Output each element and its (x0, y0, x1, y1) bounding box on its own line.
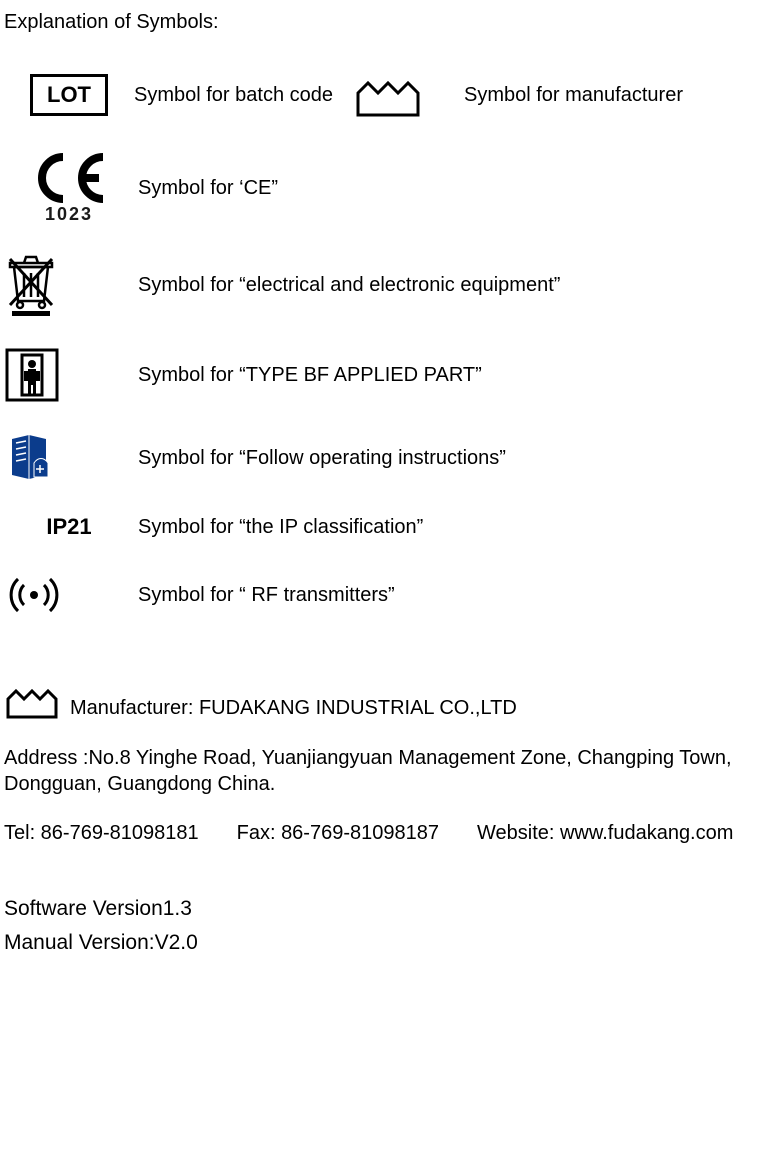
lot-box: LOT (30, 74, 108, 116)
weee-desc: Symbol for “electrical and electronic eq… (134, 273, 775, 298)
manufacturer-symbol-desc: Symbol for manufacturer (464, 83, 683, 108)
row-rf: Symbol for “ RF transmitters” (4, 571, 775, 619)
row-lot-mfg: LOT Symbol for batch code Symbol for man… (4, 71, 775, 119)
bf-icon (4, 347, 134, 403)
versions: Software Version1.3 Manual Version:V2.0 (4, 896, 775, 957)
follow-desc: Symbol for “Follow operating instruction… (134, 446, 775, 471)
tel: Tel: 86-769-81098181 (4, 821, 199, 846)
address-line1: Address :No.8 Yinghe Road, Yuanjiangyuan… (4, 745, 775, 771)
ce-number: 1023 (45, 205, 93, 223)
ip-label: IP21 (46, 514, 91, 539)
row-weee: Symbol for “electrical and electronic eq… (4, 253, 775, 317)
website: Website: www.fudakang.com (477, 821, 733, 846)
manufacturer-block: Manufacturer: FUDAKANG INDUSTRIAL CO.,LT… (4, 679, 775, 957)
lot-desc: Symbol for batch code (134, 83, 354, 108)
follow-icon (4, 433, 134, 483)
address: Address :No.8 Yinghe Road, Yuanjiangyuan… (4, 745, 775, 797)
rf-icon (4, 571, 134, 619)
ip-icon: IP21 (4, 513, 134, 541)
manufacturer-icon (354, 71, 464, 119)
lot-icon: LOT (4, 74, 134, 116)
manufacturer-label: Manufacturer: FUDAKANG INDUSTRIAL CO.,LT… (70, 696, 517, 721)
weee-icon (4, 253, 134, 317)
row-bf: Symbol for “TYPE BF APPLIED PART” (4, 347, 775, 403)
contacts: Tel: 86-769-81098181 Fax: 86-769-8109818… (4, 821, 775, 846)
row-ip: IP21 Symbol for “the IP classification” (4, 513, 775, 541)
rf-desc: Symbol for “ RF transmitters” (134, 583, 775, 608)
ce-desc: Symbol for ‘CE” (134, 176, 775, 201)
heading: Explanation of Symbols: (4, 10, 775, 35)
row-ce: 1023 Symbol for ‘CE” (4, 153, 775, 223)
bf-desc: Symbol for “TYPE BF APPLIED PART” (134, 363, 775, 388)
manual-version: Manual Version:V2.0 (4, 930, 775, 956)
row-follow: Symbol for “Follow operating instruction… (4, 433, 775, 483)
ce-icon: 1023 (4, 153, 134, 223)
fax: Fax: 86-769-81098187 (237, 821, 439, 846)
manufacturer-line: Manufacturer: FUDAKANG INDUSTRIAL CO.,LT… (4, 679, 775, 721)
ip-desc: Symbol for “the IP classification” (134, 515, 775, 540)
manufacturer-icon-2 (4, 679, 66, 721)
software-version: Software Version1.3 (4, 896, 775, 922)
document-page: Explanation of Symbols: LOT Symbol for b… (0, 0, 779, 1149)
address-line2: Dongguan, Guangdong China. (4, 771, 775, 797)
